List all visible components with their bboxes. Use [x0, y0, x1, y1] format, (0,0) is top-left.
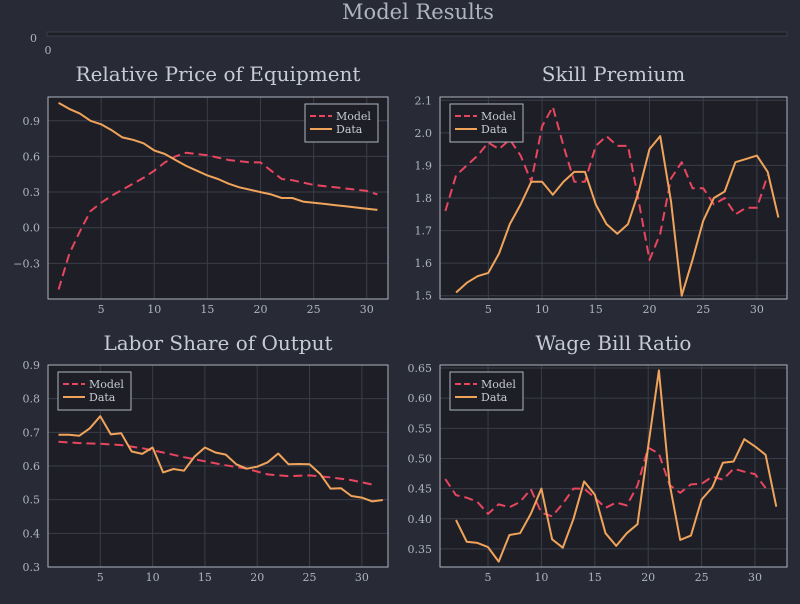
- series-line-model: [57, 151, 378, 290]
- x-tick-label: 30: [360, 303, 374, 316]
- y-tick-label: 0.60: [408, 392, 433, 405]
- top-strip-axis: 0 0: [30, 31, 788, 57]
- y-tick-label: 1.5: [415, 290, 433, 303]
- series-line-model: [444, 105, 769, 261]
- y-tick-label: 0.0: [23, 222, 41, 235]
- legend-label-data: Data: [481, 391, 508, 404]
- plot-frame: [47, 96, 389, 300]
- x-tick-label: 25: [307, 303, 321, 316]
- y-tick-label: 0.6: [23, 150, 41, 163]
- y-tick-label: 2.0: [415, 127, 433, 140]
- legend-label-data: Data: [336, 123, 363, 136]
- plot-frame: [439, 364, 788, 568]
- top-strip-bar: [46, 31, 788, 37]
- y-tick-label: 0.8: [23, 393, 41, 406]
- top-strip-y-tick: 0: [30, 32, 37, 45]
- series-line-data: [455, 369, 778, 563]
- y-tick-label: −0.3: [13, 257, 40, 270]
- y-tick-label: 0.55: [408, 422, 433, 435]
- y-tick-label: 2.1: [415, 94, 433, 107]
- y-tick-label: 1.9: [415, 159, 433, 172]
- x-tick-label: 10: [535, 303, 549, 316]
- y-tick-label: 0.3: [23, 186, 41, 199]
- x-tick-label: 20: [254, 303, 268, 316]
- plot-frame: [439, 96, 788, 300]
- legend-label-model: Model: [89, 378, 124, 391]
- x-tick-label: 15: [198, 571, 212, 584]
- y-tick-label: 0.40: [408, 513, 433, 526]
- x-tick-label: 25: [303, 571, 317, 584]
- x-tick-label: 5: [485, 303, 492, 316]
- x-tick-label: 25: [696, 303, 710, 316]
- x-tick-label: 10: [147, 303, 161, 316]
- y-tick-label: 0.5: [23, 494, 41, 507]
- y-tick-label: 0.7: [23, 426, 41, 439]
- legend-label-model: Model: [481, 110, 516, 123]
- y-tick-label: 0.9: [23, 115, 41, 128]
- panel-title: Relative Price of Equipment: [76, 62, 361, 86]
- y-tick-label: 0.9: [23, 359, 41, 372]
- legend-label-data: Data: [481, 123, 508, 136]
- main-title: Model Results: [342, 0, 494, 24]
- x-tick-label: 15: [589, 303, 603, 316]
- x-tick-label: 20: [641, 571, 655, 584]
- y-tick-label: 0.50: [408, 452, 433, 465]
- x-tick-label: 15: [200, 303, 214, 316]
- top-strip-x-tick: 0: [45, 44, 52, 57]
- x-tick-label: 5: [98, 303, 105, 316]
- y-tick-label: 1.6: [415, 257, 433, 270]
- legend-box: [57, 371, 132, 411]
- legend-box: [449, 103, 524, 143]
- legend-label-model: Model: [336, 110, 371, 123]
- y-tick-label: 1.7: [415, 225, 433, 238]
- y-tick-label: 0.35: [408, 543, 433, 556]
- panel-skill-premium: Skill Premium 5 10 15 20 25 30 1.5 1.6 1.7 1.8 1.9 2…: [415, 62, 788, 316]
- panel-title: Skill Premium: [542, 62, 685, 86]
- panel-wage-bill-ratio: Wage Bill Ratio 5 10 15 20 25 30 0.35 0.40 0.45 0.…: [408, 331, 788, 584]
- plot-frame: [47, 364, 389, 568]
- legend-label-data: Data: [89, 391, 116, 404]
- x-tick-label: 30: [750, 303, 764, 316]
- y-tick-label: 0.3: [23, 561, 41, 574]
- x-tick-label: 15: [588, 571, 602, 584]
- x-tick-label: 10: [146, 571, 160, 584]
- x-tick-label: 25: [695, 571, 709, 584]
- x-tick-label: 5: [97, 571, 104, 584]
- series-line-model: [444, 446, 767, 518]
- y-tick-label: 0.4: [23, 527, 41, 540]
- legend-label-model: Model: [481, 378, 516, 391]
- series-line-model: [58, 440, 373, 486]
- y-tick-label: 0.45: [408, 483, 433, 496]
- panel-title: Labor Share of Output: [103, 331, 332, 355]
- panel-labor-share-of-output: Labor Share of Output 5 10 15 20 25 30 0.3 0.4 0.…: [23, 331, 389, 584]
- panel-title: Wage Bill Ratio: [536, 331, 692, 355]
- y-tick-label: 0.65: [408, 362, 433, 375]
- y-tick-label: 1.8: [415, 192, 433, 205]
- y-tick-label: 0.6: [23, 460, 41, 473]
- panel-relative-price-of-equipment: Relative Price of Equipment 5 10 15 20 25 30 −0…: [13, 62, 389, 316]
- series-line-data: [58, 415, 383, 503]
- x-tick-label: 5: [485, 571, 492, 584]
- legend-box: [449, 371, 524, 411]
- series-line-data: [455, 135, 780, 297]
- x-tick-label: 30: [748, 571, 762, 584]
- x-tick-label: 30: [355, 571, 369, 584]
- x-tick-label: 20: [642, 303, 656, 316]
- legend-box: [304, 103, 379, 143]
- x-tick-label: 10: [534, 571, 548, 584]
- x-tick-label: 20: [250, 571, 264, 584]
- series-line-data: [58, 102, 378, 211]
